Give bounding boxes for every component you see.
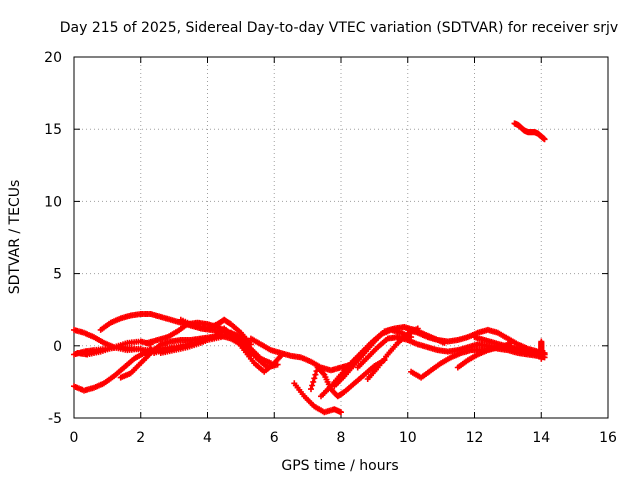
data-point [309,382,316,389]
x-tick-label: 2 [136,430,145,446]
x-tick-label: 14 [532,430,550,446]
data-marks [71,120,548,416]
data-point [247,341,254,348]
y-tick-label: 5 [53,267,62,283]
series-track-5 [97,311,244,341]
y-tick-label: 10 [44,194,62,210]
series-track-4 [74,338,154,358]
series-track-10 [177,316,254,348]
data-point [308,386,314,393]
y-axis-label: SDTVAR / TECUs [7,180,23,295]
chart-title: Day 215 of 2025, Sidereal Day-to-day VTE… [60,20,618,36]
axis-ticks: 0 2 4 6 8 10 12 14 16 -5 0 5 10 15 20 [44,50,617,446]
x-tick-label: 8 [337,430,346,446]
x-tick-label: 12 [466,430,484,446]
series-track-16 [354,334,548,371]
y-tick-label: 20 [44,50,62,66]
series-track-23 [538,338,545,362]
data-point [312,371,319,378]
data-point [538,347,545,354]
y-tick-label: 15 [44,122,62,138]
y-tick-label: 0 [53,339,62,355]
series-track-3 [71,347,154,394]
series-track-12 [291,380,344,416]
data-point [310,378,317,385]
series-track-22 [511,120,548,143]
series-track-9 [157,325,284,375]
data-point [338,409,344,416]
x-tick-label: 0 [70,430,79,446]
data-point [541,136,548,143]
data-point [311,375,318,382]
y-tick-label: -5 [48,411,62,427]
x-tick-label: 4 [203,430,212,446]
x-tick-label: 16 [599,430,617,446]
x-axis-label: GPS time / hours [281,458,398,474]
x-tick-label: 6 [270,430,279,446]
x-tick-label: 10 [399,430,417,446]
